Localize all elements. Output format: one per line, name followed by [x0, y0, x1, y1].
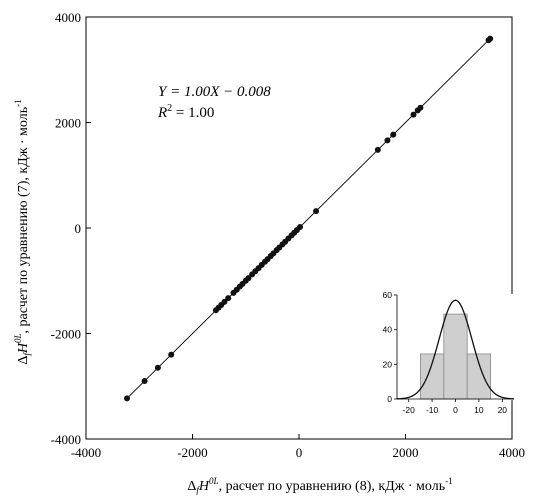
x-tick-label: 0 — [296, 445, 303, 460]
x-axis-label: ΔfH0L, расчет по уравнению (8), кДж · мо… — [187, 476, 452, 495]
inset-x-tick-label: 0 — [453, 405, 458, 415]
data-point — [313, 208, 320, 215]
inset-x-tick-label: 10 — [474, 405, 484, 415]
data-point — [410, 111, 417, 118]
data-point — [384, 137, 391, 144]
y-tick-label: 0 — [75, 221, 82, 236]
r-squared-value: = 1.00 — [172, 105, 214, 121]
x-tick-label: -2000 — [177, 445, 207, 460]
y-label-sub: f — [22, 352, 32, 356]
data-point — [245, 275, 252, 282]
x-label-h: H — [198, 479, 210, 494]
x-label-unit-sup: -1 — [445, 476, 453, 486]
y-tick-label: 4000 — [55, 10, 81, 25]
data-point — [297, 223, 304, 230]
y-tick-label: -4000 — [51, 432, 81, 447]
r-squared-symbol: R — [157, 105, 167, 121]
data-point — [221, 298, 228, 305]
r-squared-exponent: 2 — [167, 103, 172, 114]
y-label-unit-sup: -1 — [13, 99, 23, 107]
regression-line — [125, 37, 492, 400]
y-label-sup: 0L — [13, 333, 23, 343]
histogram-bar — [419, 353, 445, 400]
normal-curve — [396, 299, 515, 400]
histogram-bar — [466, 353, 492, 400]
y-label-text: , расчет по уравнению (7), кДж · моль — [16, 107, 31, 334]
data-point — [417, 104, 424, 111]
y-label-delta: Δ — [16, 356, 31, 365]
x-label-text: , расчет по уравнению (8), кДж · моль — [219, 479, 446, 494]
data-point — [168, 351, 175, 358]
x-tick-label: -4000 — [71, 445, 101, 460]
data-point — [154, 364, 161, 371]
data-point — [225, 295, 232, 302]
main-scatter-plot — [124, 35, 494, 402]
y-tick-label: -2000 — [51, 327, 81, 342]
equation-annotation: Y = 1.00X − 0.008 — [158, 84, 271, 100]
data-point — [487, 35, 494, 42]
x-label-sup: 0L — [209, 476, 219, 486]
y-axis-label: ΔfH0L, расчет по уравнению (7), кДж · мо… — [13, 99, 32, 364]
inset-y-tick-label: 40 — [383, 325, 393, 335]
histogram-bar — [443, 313, 468, 400]
x-label-sub: f — [196, 485, 200, 495]
inset-y-tick-label: 60 — [383, 290, 393, 300]
data-point — [141, 377, 148, 384]
y-tick-label: 2000 — [55, 116, 81, 131]
x-tick-label: 2000 — [393, 445, 419, 460]
data-point — [124, 395, 131, 402]
y-label-h: H — [16, 342, 31, 354]
data-point — [390, 131, 397, 138]
inset-x-tick-label: -20 — [403, 405, 416, 415]
x-tick-label: 4000 — [499, 445, 525, 460]
inset-y-tick-label: 0 — [387, 394, 392, 404]
inset-histogram: 0 20 40 60 -20 -10 0 10 20 — [383, 290, 515, 415]
x-label-delta: Δ — [187, 479, 196, 494]
inset-y-tick-label: 20 — [383, 359, 393, 369]
r-squared-annotation: R2 = 1.00 — [157, 103, 214, 121]
data-point — [374, 146, 381, 153]
inset-x-tick-label: 20 — [498, 405, 508, 415]
inset-x-tick-label: -10 — [426, 405, 439, 415]
